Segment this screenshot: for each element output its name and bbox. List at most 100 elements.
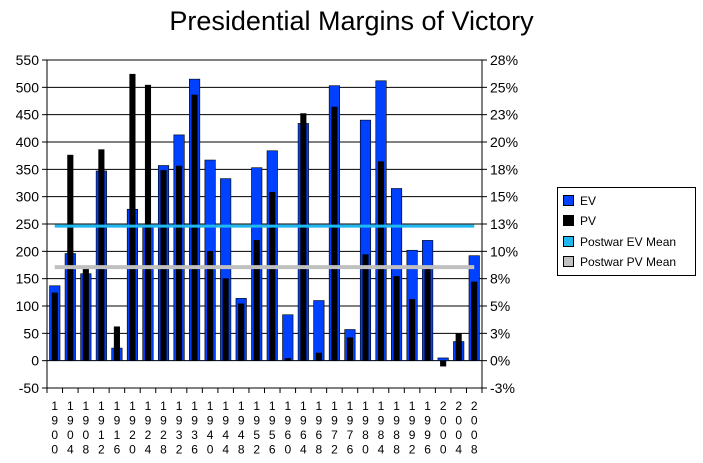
x-tick-char: 9	[253, 414, 260, 428]
x-tick-char: 9	[424, 414, 431, 428]
pv-bar	[113, 326, 120, 361]
x-tick-char: 9	[362, 414, 369, 428]
legend-swatch-pv	[563, 215, 574, 227]
x-tick-char: 1	[82, 399, 89, 413]
x-tick-char: 1	[114, 428, 121, 442]
x-tick-char: 6	[347, 443, 354, 457]
legend-item-pv-mean: Postwar PV Mean	[563, 254, 676, 270]
left-tick-label: 500	[16, 79, 40, 95]
x-tick-char: 4	[207, 428, 214, 442]
pv-bar	[222, 278, 229, 361]
axes	[42, 59, 487, 393]
x-tick-char: 1	[316, 399, 323, 413]
x-tick-char: 4	[222, 428, 229, 442]
x-tick-char: 2	[331, 443, 338, 457]
left-tick-label: 350	[16, 161, 40, 177]
x-tick-char: 1	[176, 399, 183, 413]
x-axis-ticks: 1900190419081912191619201924192819321936…	[51, 399, 477, 457]
pv-bar	[315, 352, 322, 361]
pv-bar	[377, 161, 385, 361]
pv-bar	[238, 303, 245, 361]
x-tick-char: 2	[176, 443, 183, 457]
left-tick-label: 250	[16, 216, 40, 232]
legend-item-ev-mean: Postwar EV Mean	[563, 234, 676, 250]
x-tick-char: 1	[114, 399, 121, 413]
pv-bars	[51, 73, 478, 367]
x-tick-char: 2	[160, 428, 167, 442]
x-tick-char: 1	[331, 399, 338, 413]
x-tick-char: 9	[409, 414, 416, 428]
x-tick-char: 6	[300, 428, 307, 442]
x-tick-char: 1	[98, 399, 105, 413]
x-tick-char: 4	[222, 443, 229, 457]
pv-bar	[176, 165, 183, 361]
x-tick-char: 2	[253, 443, 260, 457]
x-tick-char: 1	[347, 399, 354, 413]
x-tick-char: 0	[207, 443, 214, 457]
x-tick-char: 8	[393, 443, 400, 457]
pv-bar	[409, 299, 416, 361]
right-tick-label: 3%	[490, 325, 510, 341]
pv-bar	[440, 360, 447, 367]
x-tick-char: 0	[440, 428, 447, 442]
x-tick-char: 1	[409, 399, 416, 413]
pv-bar	[191, 94, 198, 361]
x-tick-char: 9	[424, 428, 431, 442]
legend-item-pv: PV	[563, 213, 596, 229]
ev-bar	[437, 357, 449, 361]
x-tick-char: 4	[378, 443, 385, 457]
x-tick-char: 9	[222, 414, 229, 428]
legend-swatch-pv-mean	[563, 256, 574, 268]
legend-label-ev: EV	[580, 194, 597, 208]
left-tick-label: 0	[31, 353, 39, 369]
pv-bar	[331, 106, 338, 361]
x-tick-char: 9	[51, 414, 58, 428]
pv-bar	[129, 73, 136, 361]
x-tick-char: 0	[471, 414, 478, 428]
x-tick-char: 9	[82, 414, 89, 428]
right-tick-label: 10%	[490, 243, 518, 259]
x-tick-char: 0	[129, 443, 136, 457]
x-tick-char: 4	[455, 443, 462, 457]
legend-label-ev-mean: Postwar EV Mean	[580, 235, 677, 249]
x-tick-char: 8	[378, 428, 385, 442]
pv-bar	[424, 267, 431, 361]
x-tick-char: 1	[269, 399, 276, 413]
x-tick-char: 2	[129, 428, 136, 442]
x-tick-char: 1	[207, 399, 214, 413]
x-tick-char: 2	[409, 443, 416, 457]
x-tick-char: 9	[176, 414, 183, 428]
right-tick-label: 25%	[490, 79, 518, 95]
right-tick-label: -3%	[490, 380, 515, 396]
x-tick-char: 1	[129, 399, 136, 413]
x-tick-char: 0	[362, 443, 369, 457]
x-tick-char: 1	[253, 399, 260, 413]
pv-bar	[67, 154, 74, 361]
x-tick-char: 1	[51, 399, 58, 413]
x-tick-char: 4	[145, 443, 152, 457]
x-tick-char: 1	[67, 399, 74, 413]
pv-bar	[51, 292, 58, 361]
pv-bar	[253, 240, 260, 361]
x-tick-char: 3	[191, 428, 198, 442]
legend-swatch-ev-mean	[563, 236, 574, 248]
x-tick-char: 6	[316, 428, 323, 442]
pv-bar	[300, 113, 307, 361]
left-tick-label: 550	[16, 52, 40, 68]
x-tick-char: 0	[82, 428, 89, 442]
